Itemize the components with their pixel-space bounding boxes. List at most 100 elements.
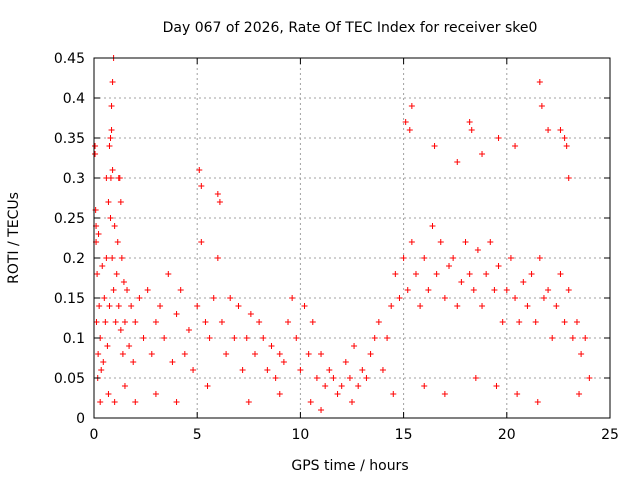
data-point [520, 279, 527, 285]
data-point [216, 199, 223, 205]
data-point [128, 303, 135, 309]
data-point [194, 303, 201, 309]
data-point [111, 223, 118, 229]
data-point [578, 351, 585, 357]
grid-lines [94, 58, 610, 418]
data-point [109, 255, 116, 261]
data-point [293, 335, 300, 341]
data-point [557, 127, 564, 133]
data-point [106, 303, 113, 309]
y-tick-label: 0.4 [63, 91, 85, 107]
data-point [101, 295, 108, 301]
data-point [305, 351, 312, 357]
x-tick-label: 5 [193, 427, 202, 443]
data-point [472, 375, 479, 381]
data-point [108, 127, 115, 133]
data-point [528, 271, 535, 277]
data-point [512, 295, 519, 301]
data-point [111, 399, 118, 405]
data-point [132, 399, 139, 405]
data-point [565, 175, 572, 181]
data-point [495, 135, 502, 141]
data-point [185, 327, 192, 333]
data-point [109, 79, 116, 85]
data-point [421, 255, 428, 261]
data-point [218, 319, 225, 325]
data-point [98, 367, 105, 373]
data-point [491, 287, 498, 293]
data-point [561, 319, 568, 325]
data-point [313, 375, 320, 381]
data-point [553, 303, 560, 309]
data-point [173, 399, 180, 405]
data-point [408, 239, 415, 245]
data-point [516, 319, 523, 325]
data-point [437, 239, 444, 245]
data-point [433, 271, 440, 277]
data-point [103, 175, 110, 181]
data-point [536, 255, 543, 261]
data-point [144, 287, 151, 293]
data-point [239, 367, 246, 373]
data-point [538, 103, 545, 109]
data-point [499, 319, 506, 325]
data-point [487, 239, 494, 245]
x-tick-labels: 0 5 10 15 20 25 [90, 427, 619, 443]
data-point [557, 271, 564, 277]
data-point [495, 263, 502, 269]
data-point [289, 295, 296, 301]
data-point [126, 343, 133, 349]
y-axis-label: ROTI / TECUs [6, 192, 22, 284]
data-point [429, 223, 436, 229]
data-point [421, 383, 428, 389]
data-point [148, 351, 155, 357]
data-point [196, 167, 203, 173]
data-point [113, 271, 120, 277]
data-point [204, 383, 211, 389]
data-point [106, 143, 113, 149]
data-point [107, 135, 114, 141]
data-point [100, 359, 107, 365]
data-point [388, 303, 395, 309]
data-point [118, 255, 125, 261]
data-point [390, 391, 397, 397]
data-point [121, 383, 128, 389]
data-point [120, 279, 127, 285]
data-point [260, 335, 267, 341]
data-point [132, 319, 139, 325]
data-point [326, 367, 333, 373]
data-point [512, 143, 519, 149]
data-point [114, 239, 121, 245]
data-point [431, 143, 438, 149]
data-point [573, 319, 580, 325]
y-tick-label: 0.15 [54, 291, 85, 307]
data-point [190, 367, 197, 373]
data-point [247, 311, 254, 317]
data-point [375, 319, 382, 325]
data-point [107, 215, 114, 221]
y-tick-label: 0.2 [63, 251, 85, 267]
data-point [503, 287, 510, 293]
y-tick-labels: 0 0.05 0.1 0.15 0.2 0.25 0.3 0.35 0.4 0.45 [54, 51, 85, 427]
data-point [582, 335, 589, 341]
data-point [105, 391, 112, 397]
data-point [181, 351, 188, 357]
data-point [417, 303, 424, 309]
x-tick-label: 25 [601, 427, 619, 443]
data-point [450, 255, 457, 261]
data-point [92, 151, 99, 157]
data-point [109, 167, 116, 173]
data-point [379, 367, 386, 373]
data-point [454, 303, 461, 309]
data-point [227, 295, 234, 301]
data-point [318, 351, 325, 357]
data-point [441, 295, 448, 301]
y-tick-label: 0.3 [63, 171, 85, 187]
data-point [152, 391, 159, 397]
data-point [534, 399, 541, 405]
data-point [307, 399, 314, 405]
data-point [406, 127, 413, 133]
data-point [479, 303, 486, 309]
data-point [454, 159, 461, 165]
data-point [349, 399, 355, 405]
